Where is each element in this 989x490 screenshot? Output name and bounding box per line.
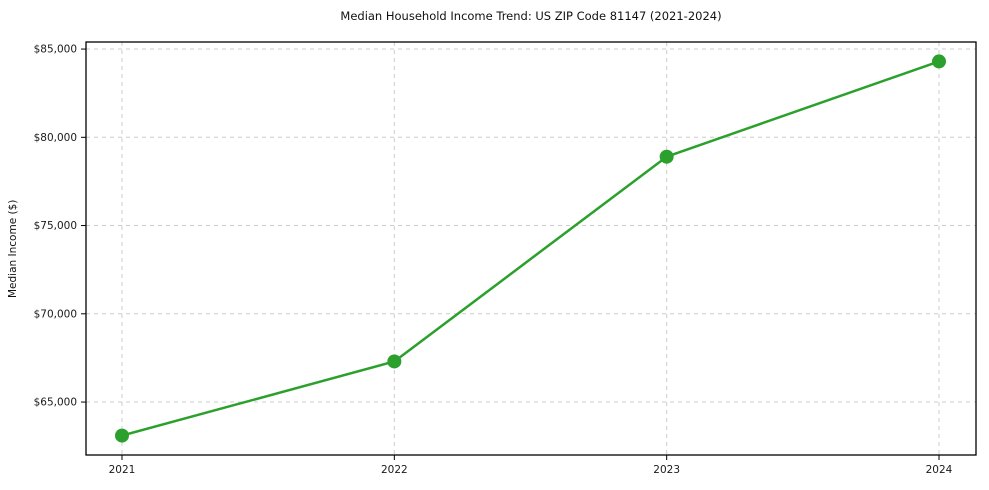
data-point-marker (115, 428, 129, 443)
chart-title: Median Household Income Trend: US ZIP Co… (340, 9, 722, 23)
y-tick-label: $85,000 (34, 44, 77, 56)
y-tick-label: $80,000 (34, 132, 77, 144)
y-tick-label: $70,000 (34, 308, 77, 320)
trend-line (120, 60, 941, 437)
y-tick-label: $65,000 (34, 397, 77, 409)
data-point-marker (659, 149, 674, 164)
x-tick-label: 2021 (109, 464, 136, 476)
data-point-marker (387, 354, 402, 369)
y-tick-label: $75,000 (34, 220, 77, 232)
plot-border (85, 41, 977, 456)
x-tick-label: 2024 (926, 464, 953, 476)
data-point-marker (932, 54, 946, 69)
x-tick-label: 2022 (381, 464, 408, 476)
x-tick-label: 2023 (653, 464, 680, 476)
